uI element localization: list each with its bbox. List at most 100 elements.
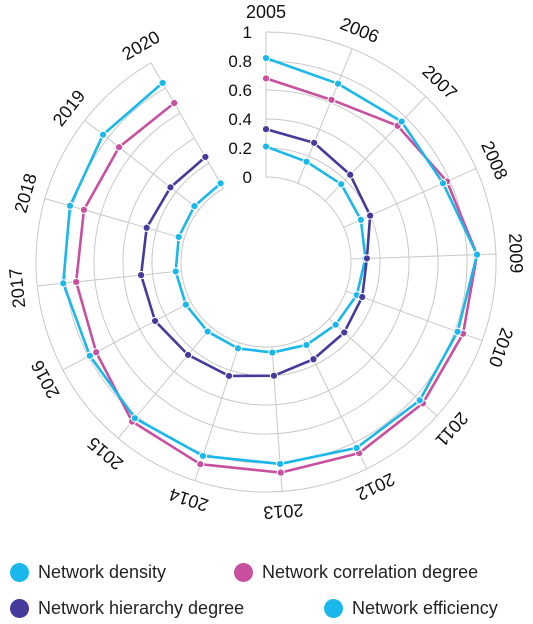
series-layer xyxy=(59,54,482,477)
legend-item-hierarchy: Network hierarchy degree xyxy=(10,598,244,619)
grid-ring-1 xyxy=(151,147,381,377)
legend-item-efficiency: Network efficiency xyxy=(324,598,498,619)
point-network-density-2008 xyxy=(356,215,365,224)
legend-label-efficiency: Network efficiency xyxy=(352,598,498,618)
point-network-hierarchy-degree-2012 xyxy=(309,355,318,364)
point-network-density-2005 xyxy=(261,142,271,151)
year-label-2020: 2020 xyxy=(119,27,164,64)
point-network-density-2007 xyxy=(337,180,346,189)
grid-ring-0 xyxy=(180,176,352,348)
grid-spoke-2016 xyxy=(62,301,192,371)
radial-tick-label: 0.8 xyxy=(228,52,252,71)
point-network-hierarchy-degree-2016 xyxy=(151,316,160,326)
point-network-hierarchy-degree-2013 xyxy=(269,371,279,380)
legend-swatch-density xyxy=(10,563,29,582)
point-network-hierarchy-degree-2011 xyxy=(340,328,349,337)
grid-spoke-2018 xyxy=(44,198,185,240)
point-network-efficiency-2005 xyxy=(261,54,271,63)
year-label-2017: 2017 xyxy=(5,267,29,309)
point-network-efficiency-2015 xyxy=(130,414,140,423)
point-network-efficiency-2019 xyxy=(98,130,108,139)
series-line-network-hierarchy-degree xyxy=(139,127,372,378)
legend-item-correlation: Network correlation degree xyxy=(234,562,478,583)
year-label-2019: 2019 xyxy=(49,86,89,130)
year-label-2010: 2010 xyxy=(485,325,517,369)
radial-tick-label: 0.2 xyxy=(228,139,252,158)
legend-label-density: Network density xyxy=(38,562,167,582)
point-network-correlation-degree-2020 xyxy=(170,98,179,108)
legend-swatch-efficiency xyxy=(324,599,343,618)
grid-ring-2 xyxy=(122,118,410,406)
point-network-correlation-degree-2018 xyxy=(79,205,89,214)
point-network-correlation-degree-2014 xyxy=(196,460,205,469)
point-network-correlation-degree-2017 xyxy=(72,277,81,287)
radial-tick-label: 0.6 xyxy=(228,81,252,100)
point-network-density-2006 xyxy=(302,157,311,166)
point-network-hierarchy-degree-2015 xyxy=(183,350,193,359)
point-network-correlation-degree-2006 xyxy=(327,95,336,104)
point-network-hierarchy-degree-2019 xyxy=(166,183,175,192)
polar-grid xyxy=(35,31,497,493)
point-network-hierarchy-degree-2020 xyxy=(201,152,210,162)
point-network-hierarchy-degree-2010 xyxy=(358,292,367,302)
point-network-density-2013 xyxy=(268,348,277,357)
point-network-density-2017 xyxy=(171,267,180,276)
point-network-hierarchy-degree-2009 xyxy=(362,254,371,263)
radial-tick-label: 0 xyxy=(243,168,252,187)
point-network-efficiency-2011 xyxy=(415,396,424,405)
legend-label-hierarchy: Network hierarchy degree xyxy=(38,598,245,618)
legend-item-density: Network density xyxy=(10,562,166,583)
legend-swatch-hierarchy xyxy=(10,599,29,618)
year-label-2006: 2006 xyxy=(337,13,382,47)
point-network-hierarchy-degree-2007 xyxy=(346,170,355,179)
year-label-2018: 2018 xyxy=(11,171,41,215)
point-network-efficiency-2020 xyxy=(158,78,167,88)
radial-tick-label: 1 xyxy=(243,23,252,42)
point-network-efficiency-2012 xyxy=(352,443,361,452)
point-network-correlation-degree-2019 xyxy=(114,143,124,152)
point-network-density-2014 xyxy=(233,344,243,353)
year-label-2014: 2014 xyxy=(167,484,211,515)
point-network-density-2012 xyxy=(302,340,311,350)
year-label-2015: 2015 xyxy=(84,433,128,474)
grid-spoke-2008 xyxy=(343,167,477,228)
year-label-2016: 2016 xyxy=(27,357,63,402)
year-label-2012: 2012 xyxy=(353,469,398,505)
point-network-hierarchy-degree-2005 xyxy=(261,125,271,134)
year-label-2009: 2009 xyxy=(505,233,526,274)
radial-axis: 0 0.2 0.4 0.6 0.8 1 xyxy=(228,23,252,187)
point-network-hierarchy-degree-2008 xyxy=(366,211,375,220)
point-network-correlation-degree-2016 xyxy=(92,348,101,357)
point-network-efficiency-2016 xyxy=(85,351,94,360)
point-network-efficiency-2010 xyxy=(453,327,462,336)
point-network-efficiency-2014 xyxy=(198,451,208,461)
point-network-density-2018 xyxy=(174,232,183,242)
legend-swatch-correlation xyxy=(234,563,253,582)
point-network-efficiency-2006 xyxy=(333,79,343,88)
point-network-density-2020 xyxy=(216,179,225,188)
radial-line-chart: 00.20.40.60.81 2005200620072008200920102… xyxy=(5,2,526,523)
point-network-efficiency-2013 xyxy=(276,459,285,469)
point-network-density-2019 xyxy=(190,201,199,211)
grid-ring-3 xyxy=(93,89,439,435)
point-network-density-2016 xyxy=(181,300,190,309)
point-network-correlation-degree-2005 xyxy=(261,74,271,83)
point-network-efficiency-2017 xyxy=(59,279,68,288)
series-line-network-efficiency xyxy=(61,56,479,466)
point-network-density-2011 xyxy=(331,320,340,329)
point-network-density-2015 xyxy=(203,327,212,336)
point-network-correlation-degree-2013 xyxy=(276,468,285,477)
point-network-hierarchy-degree-2014 xyxy=(224,371,234,381)
point-network-efficiency-2008 xyxy=(438,179,448,188)
grid-spoke-2009 xyxy=(350,253,496,260)
point-network-efficiency-2018 xyxy=(65,201,75,210)
point-network-hierarchy-degree-2018 xyxy=(142,223,151,232)
point-network-efficiency-2007 xyxy=(397,117,406,126)
point-network-efficiency-2009 xyxy=(472,250,482,259)
grid-spoke-2017 xyxy=(37,270,182,287)
grid-ring-5 xyxy=(35,31,497,493)
year-label-2005: 2005 xyxy=(246,2,286,22)
radial-tick-label: 0.4 xyxy=(228,110,252,129)
point-network-hierarchy-degree-2017 xyxy=(136,271,146,280)
series-line-network-density xyxy=(174,145,367,354)
